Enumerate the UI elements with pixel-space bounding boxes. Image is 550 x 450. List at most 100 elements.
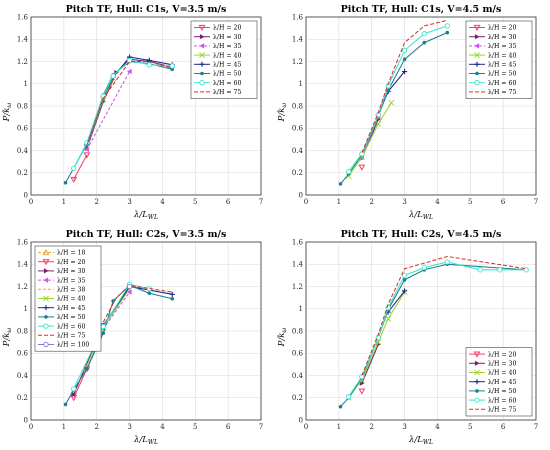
y-tick-label: 0.8 (292, 327, 303, 335)
legend-label-35: λ/H = 35 (488, 43, 516, 50)
data-point-20 (358, 388, 366, 395)
series-line-60 (348, 261, 527, 397)
chart-panel-top-left: Pitch TF, Hull: C1s, V=3.5 m/s λ/LWL P/k… (2, 4, 263, 221)
x-tick-label: 3 (127, 423, 131, 431)
series-line-75 (361, 255, 527, 376)
series-line-75 (361, 19, 448, 153)
data-point-50 (338, 404, 343, 409)
legend-label-30: λ/H = 30 (213, 34, 241, 41)
plot-area: 0 1 2 3 4 5 6 700.20.40.60.811.21.41.6λ/H = 20λ… (17, 13, 263, 206)
legend-label-20: λ/H = 20 (488, 351, 516, 358)
legend-marker-50 (44, 315, 48, 319)
x-tick-label: 5 (468, 423, 472, 431)
data-point-60 (421, 31, 427, 37)
y-tick-label: 0.2 (17, 169, 28, 177)
legend-marker-35 (199, 43, 205, 49)
y-tick-label: 1 (299, 80, 303, 88)
legend-marker-50 (475, 71, 479, 76)
legend-label-100: λ/H = 100 (57, 342, 89, 349)
legend-label-75: λ/H = 75 (488, 89, 516, 96)
data-point-50 (147, 291, 152, 295)
chart-title: Pitch TF, Hull: C2s, V=3.5 m/s (66, 229, 227, 240)
data-point-40 (375, 339, 382, 346)
legend-label-40: λ/H = 40 (57, 296, 85, 303)
y-tick-label: 0.2 (292, 394, 303, 402)
data-point-45 (401, 68, 408, 75)
data-point-50 (402, 278, 407, 282)
data-point-60 (71, 165, 77, 171)
legend-marker-40 (474, 369, 480, 376)
data-point-60 (169, 63, 175, 69)
legend-label-45: λ/H = 45 (488, 379, 516, 386)
y-tick-label: 0.6 (17, 350, 29, 358)
data-point-60 (497, 267, 503, 273)
x-tick-label: 7 (534, 423, 538, 431)
data-point-50 (63, 402, 68, 407)
legend-label-75: λ/H = 75 (57, 333, 85, 340)
legend-label-35: λ/H = 35 (213, 43, 241, 50)
data-point-20 (70, 176, 78, 184)
chart-panel-bottom-left: Pitch TF, Hull: C2s, V=3.5 m/s λ/LWL P/k… (2, 229, 263, 446)
x-tick-label: 6 (501, 423, 506, 431)
chart-title: Pitch TF, Hull: C1s, V=4.5 m/s (341, 4, 502, 15)
legend-label-30: λ/H = 30 (488, 34, 516, 41)
data-point-35 (126, 289, 132, 295)
data-point-60 (444, 23, 450, 29)
legend-marker-40 (474, 52, 480, 59)
legend-marker-50 (200, 71, 204, 76)
x-tick-label: 2 (369, 198, 373, 206)
x-tick-label: 1 (62, 423, 66, 431)
legend-label-40: λ/H = 40 (213, 52, 241, 59)
data-point-50 (85, 367, 89, 371)
x-tick-label: 5 (193, 423, 197, 431)
legend-label-35: λ/H = 35 (57, 277, 85, 284)
y-tick-label: 1 (299, 305, 303, 313)
x-tick-label: 6 (501, 198, 506, 206)
x-tick-label: 3 (402, 198, 406, 206)
plot-area: 0 1 2 3 4 5 6 700.20.40.60.811.21.41.6λ/H = 20λ… (292, 238, 538, 431)
series-line-35 (102, 291, 131, 330)
chart-panel-bottom-right: Pitch TF, Hull: C2s, V=4.5 m/s λ/LWL P/k… (277, 229, 538, 446)
y-axis-label: P/kω (2, 328, 13, 348)
x-tick-label: 2 (369, 423, 373, 431)
legend-label-18: λ/H = 18 (57, 250, 85, 257)
legend-marker-30 (199, 34, 205, 40)
y-tick-label: 0.8 (17, 102, 28, 110)
legend-marker-40 (43, 295, 49, 302)
data-point-50 (101, 331, 106, 336)
legend-marker-40 (199, 52, 205, 59)
data-point-50 (338, 182, 343, 186)
y-tick-label: 0.6 (17, 125, 29, 133)
x-tick-label: 5 (193, 198, 197, 206)
x-tick-label: 1 (62, 198, 66, 206)
legend-marker-60 (474, 397, 480, 403)
data-point-40 (345, 173, 352, 180)
legend-marker-45 (474, 379, 480, 385)
data-point-60 (346, 393, 352, 400)
legend-marker-30 (43, 268, 49, 274)
series-line-45 (387, 290, 406, 313)
y-axis-label: P/kω (2, 103, 13, 123)
data-point-45 (169, 291, 175, 297)
data-point-45 (401, 288, 408, 294)
y-tick-label: 1.4 (17, 261, 29, 269)
chart-title: Pitch TF, Hull: C1s, V=3.5 m/s (66, 4, 227, 15)
x-tick-label: 4 (160, 423, 165, 431)
legend-label-50: λ/H = 50 (488, 71, 516, 78)
y-tick-label: 1.6 (292, 238, 304, 246)
legend-label-20: λ/H = 20 (488, 25, 516, 32)
legend-label-45: λ/H = 45 (213, 62, 241, 69)
legend-label-60: λ/H = 60 (57, 323, 85, 330)
y-axis-label: P/kω (277, 103, 288, 123)
legend-marker-60 (474, 80, 480, 86)
legend-label-60: λ/H = 60 (488, 80, 516, 87)
x-tick-label: 5 (468, 198, 472, 206)
legend-label-60: λ/H = 60 (213, 80, 241, 87)
series-line-30 (361, 344, 379, 384)
series-line-20 (73, 154, 88, 180)
y-tick-label: 0.8 (292, 102, 303, 110)
x-tick-label: 7 (259, 198, 263, 206)
y-tick-label: 0.4 (292, 147, 304, 155)
legend-marker-45 (199, 61, 205, 67)
